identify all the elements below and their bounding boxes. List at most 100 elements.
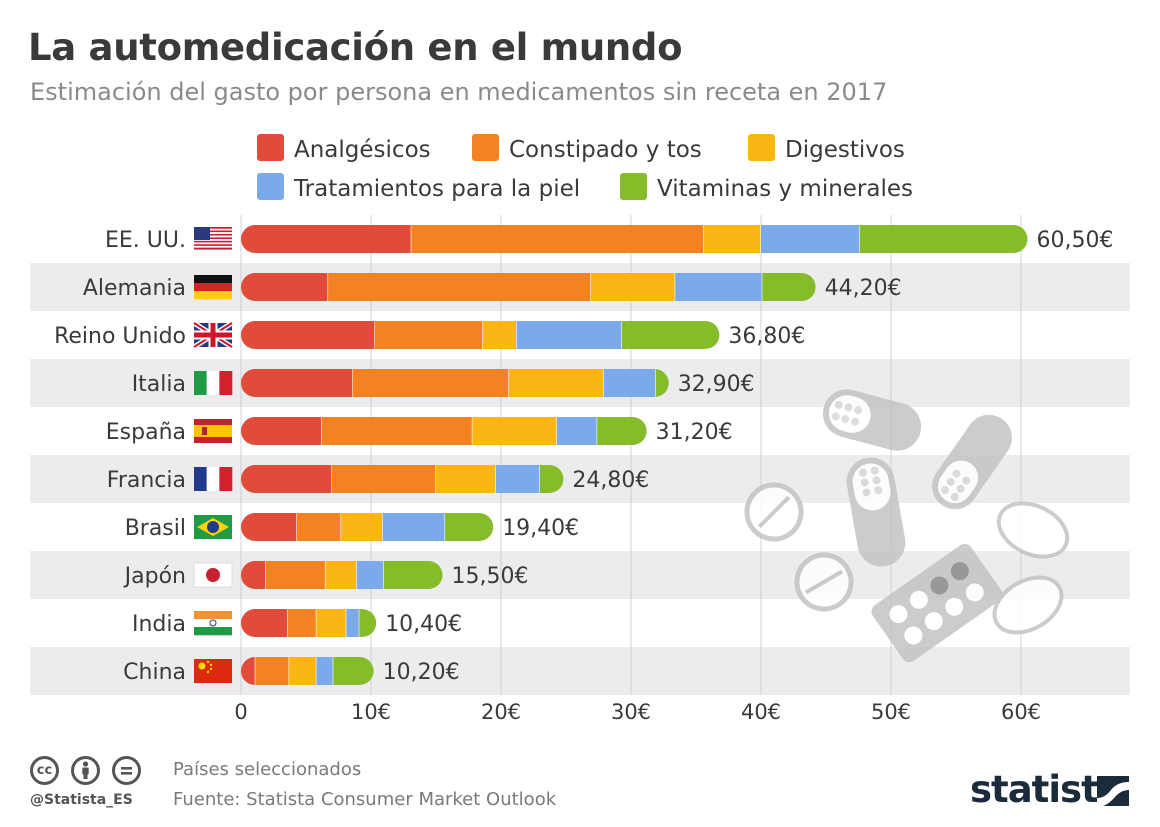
- bar-segment: [241, 321, 376, 349]
- bar-segment: [356, 561, 385, 589]
- footer-note: Países seleccionados: [173, 759, 362, 780]
- bar-segment: [265, 561, 326, 589]
- category-label: Francia: [107, 468, 186, 493]
- equals-icon: [112, 756, 141, 785]
- bar-segment: [703, 225, 762, 253]
- bar-segment: [241, 225, 412, 253]
- italy-flag-icon: [194, 371, 233, 395]
- category-label: Brasil: [125, 516, 186, 541]
- capsule-icon: [846, 457, 906, 567]
- bar-group: [241, 657, 374, 685]
- total-label: 31,20€: [656, 420, 733, 445]
- oval-pill-icon: [996, 501, 1070, 559]
- bar-segment: [495, 465, 541, 493]
- bar-group: [241, 273, 816, 301]
- chart-subtitle: Estimación del gasto por persona en medi…: [30, 78, 888, 106]
- spain-flag-icon: [194, 419, 232, 443]
- capsule-icon: [932, 414, 1012, 510]
- chart-title: La automedicación en el mundo: [28, 26, 683, 69]
- bar-segment: [621, 321, 720, 349]
- bar-segment: [590, 273, 676, 301]
- bar-group: [241, 225, 1028, 253]
- legend-swatch: [257, 134, 284, 161]
- source-text: Fuente: Statista Consumer Market Outlook: [173, 789, 557, 810]
- bar-segment: [241, 561, 267, 589]
- tablet-icon: [794, 552, 854, 612]
- pills-decoration: [744, 389, 1070, 663]
- bar-segment: [346, 609, 360, 637]
- bar-segment: [296, 513, 342, 541]
- bar-segment: [675, 273, 763, 301]
- bar-segment: [241, 609, 289, 637]
- total-label: 15,50€: [452, 564, 529, 589]
- legend-label: Tratamientos para la piel: [293, 176, 580, 202]
- bar-segment: [321, 417, 473, 445]
- bar-segment: [445, 513, 494, 541]
- legend-label: Analgésicos: [294, 137, 431, 163]
- total-label: 24,80€: [572, 468, 649, 493]
- legend-label: Digestivos: [785, 137, 905, 163]
- bar-segment: [482, 321, 518, 349]
- x-tick-label: 60€: [1001, 700, 1041, 724]
- japan-flag-icon: [193, 562, 233, 588]
- category-label: EE. UU.: [105, 228, 186, 253]
- bar-segment: [241, 273, 329, 301]
- category-label: Italia: [132, 372, 186, 397]
- bar-segment: [597, 417, 647, 445]
- bar-segment: [325, 561, 358, 589]
- bar-group: [241, 513, 494, 541]
- category-label: Japón: [123, 564, 186, 589]
- bar-segment: [255, 657, 290, 685]
- bar-segment: [332, 465, 437, 493]
- bar-segment: [384, 561, 443, 589]
- x-tick-label: 10€: [351, 700, 391, 724]
- bar-segment: [540, 465, 564, 493]
- bar-segment: [411, 225, 705, 253]
- person-icon: [71, 756, 100, 785]
- x-tick-label: 40€: [741, 700, 781, 724]
- total-label: 19,40€: [502, 516, 579, 541]
- bar-group: [241, 561, 443, 589]
- category-label: China: [123, 660, 186, 685]
- bar-segment: [241, 465, 333, 493]
- oval-pill-icon: [992, 575, 1064, 635]
- bar-segment: [359, 609, 377, 637]
- us-flag-icon: [194, 227, 232, 250]
- tablet-icon: [744, 482, 804, 542]
- bar-segment: [556, 417, 598, 445]
- capsule-icon: [822, 389, 922, 451]
- bar-segment: [287, 609, 317, 637]
- bar-segment: [761, 225, 861, 253]
- bar-group: [241, 369, 669, 397]
- bar-segment: [508, 369, 605, 397]
- bar-segment: [436, 465, 497, 493]
- category-label: India: [132, 612, 186, 637]
- x-tick-label: 30€: [611, 700, 651, 724]
- bar-group: [241, 321, 720, 349]
- uk-flag-icon: [192, 320, 234, 350]
- legend-label: Constipado y tos: [509, 137, 702, 163]
- bar-segment: [241, 417, 323, 445]
- bar-segment: [374, 321, 484, 349]
- category-label: España: [106, 420, 186, 445]
- bar-segment: [762, 273, 816, 301]
- bar-segment: [289, 657, 317, 685]
- legend-swatch: [748, 134, 775, 161]
- total-label: 36,80€: [728, 324, 805, 349]
- bar-segment: [352, 369, 510, 397]
- blister-pack-icon: [871, 543, 1003, 663]
- bar-segment: [241, 513, 298, 541]
- total-label: 10,40€: [385, 612, 462, 637]
- chart-canvas: Analgésicos Constipado y tos Digestivos Tra…: [30, 134, 1130, 724]
- total-label: 32,90€: [678, 372, 755, 397]
- china-flag-icon: [194, 659, 232, 683]
- legend-label: Vitaminas y minerales: [657, 176, 913, 202]
- bar-segment: [333, 657, 374, 685]
- x-tick-label: 0: [234, 700, 247, 724]
- total-label: 60,50€: [1037, 228, 1114, 253]
- bar-segment: [341, 513, 384, 541]
- social-handle: @Statista_ES: [30, 792, 133, 808]
- x-tick-label: 20€: [481, 700, 521, 724]
- category-label: Alemania: [83, 276, 186, 301]
- bar-segment: [859, 225, 1028, 253]
